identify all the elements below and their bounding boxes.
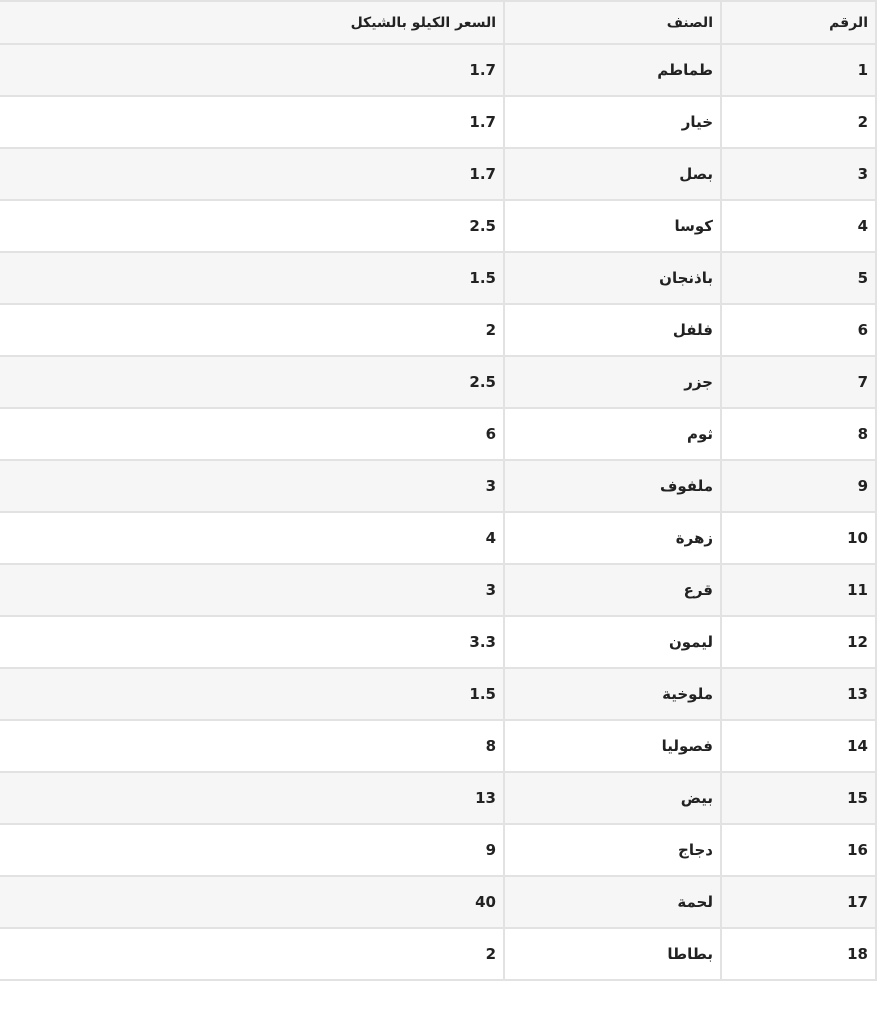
row-price: 1.7 [0,147,505,201]
row-number: 1 [720,43,877,97]
row-item: خيار [503,95,722,149]
row-item: ثوم [503,407,722,461]
table-row: 15 بيض 13 [0,771,877,825]
row-item: فصوليا [503,719,722,773]
table-row: 13 ملوخية 1.5 [0,667,877,721]
row-item: فلفل [503,303,722,357]
table-row: 8 ثوم 6 [0,407,877,461]
row-price: 3 [0,563,505,617]
table-row: 10 زهرة 4 [0,511,877,565]
row-price: 1.7 [0,95,505,149]
row-price: 2.5 [0,355,505,409]
row-price: 8 [0,719,505,773]
header-number: الرقم [720,0,877,45]
row-price: 1.5 [0,251,505,305]
row-number: 6 [720,303,877,357]
header-price: السعر الكيلو بالشيكل [0,0,505,45]
row-number: 2 [720,95,877,149]
table-row: 11 قرع 3 [0,563,877,617]
row-number: 14 [720,719,877,773]
row-item: كوسا [503,199,722,253]
row-price: 4 [0,511,505,565]
row-item: قرع [503,563,722,617]
row-item: دجاج [503,823,722,877]
row-number: 5 [720,251,877,305]
table-row: 9 ملفوف 3 [0,459,877,513]
row-price: 40 [0,875,505,929]
table-row: 6 فلفل 2 [0,303,877,357]
row-price: 13 [0,771,505,825]
row-price: 1.5 [0,667,505,721]
table-row: 17 لحمة 40 [0,875,877,929]
table-row: 3 بصل 1.7 [0,147,877,201]
table-row: 18 بطاطا 2 [0,927,877,981]
row-price: 2 [0,303,505,357]
row-item: بطاطا [503,927,722,981]
row-item: ملفوف [503,459,722,513]
row-item: باذنجان [503,251,722,305]
row-price: 6 [0,407,505,461]
row-price: 2.5 [0,199,505,253]
row-price: 9 [0,823,505,877]
row-number: 17 [720,875,877,929]
table-row: 1 طماطم 1.7 [0,43,877,97]
row-price: 3.3 [0,615,505,669]
table-row: 5 باذنجان 1.5 [0,251,877,305]
row-price: 3 [0,459,505,513]
row-number: 3 [720,147,877,201]
table-row: 4 كوسا 2.5 [0,199,877,253]
row-item: زهرة [503,511,722,565]
table-row: 2 خيار 1.7 [0,95,877,149]
row-number: 15 [720,771,877,825]
row-number: 16 [720,823,877,877]
price-table: الرقم الصنف السعر الكيلو بالشيكل 1 طماطم 1… [0,0,877,981]
row-number: 13 [720,667,877,721]
row-price: 2 [0,927,505,981]
row-number: 11 [720,563,877,617]
row-number: 18 [720,927,877,981]
table-row: 7 جزر 2.5 [0,355,877,409]
row-item: بيض [503,771,722,825]
row-number: 7 [720,355,877,409]
row-item: ليمون [503,615,722,669]
header-item: الصنف [503,0,722,45]
row-price: 1.7 [0,43,505,97]
table-row: 16 دجاج 9 [0,823,877,877]
row-number: 4 [720,199,877,253]
header-row: الرقم الصنف السعر الكيلو بالشيكل [0,0,877,45]
row-number: 9 [720,459,877,513]
row-number: 10 [720,511,877,565]
row-item: ملوخية [503,667,722,721]
table-row: 14 فصوليا 8 [0,719,877,773]
row-number: 12 [720,615,877,669]
row-item: طماطم [503,43,722,97]
row-item: بصل [503,147,722,201]
row-item: لحمة [503,875,722,929]
row-item: جزر [503,355,722,409]
table-row: 12 ليمون 3.3 [0,615,877,669]
row-number: 8 [720,407,877,461]
